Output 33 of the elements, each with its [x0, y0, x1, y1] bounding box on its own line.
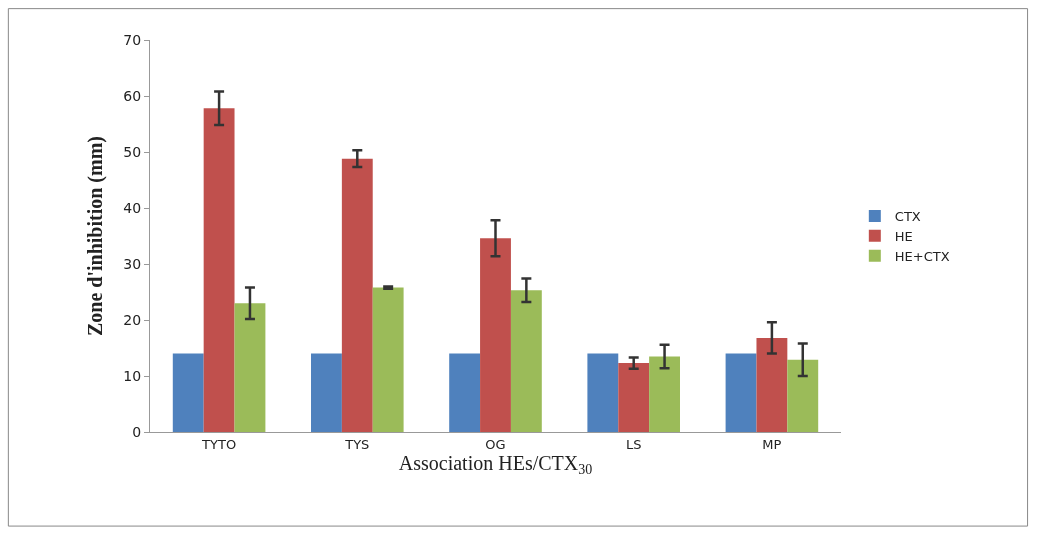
y-axis-title: Zone d'inhibition (mm)	[83, 135, 107, 337]
bar	[649, 356, 680, 432]
bar	[756, 337, 788, 432]
y-tick-label: 0	[132, 423, 142, 440]
x-tick-label: LS	[625, 436, 642, 452]
legend-label: HE+CTX	[894, 248, 950, 264]
y-tick-label: 30	[123, 255, 142, 272]
bar	[341, 158, 373, 432]
y-tick-label: 50	[123, 143, 142, 160]
legend-label: HE	[894, 228, 913, 244]
x-axis-title: Association HEs/CTX$_{30}$	[398, 451, 593, 477]
bar	[787, 359, 819, 432]
y-tick-label: 10	[123, 367, 142, 384]
bar	[725, 353, 757, 432]
bar	[172, 353, 204, 432]
bar	[311, 353, 342, 432]
x-tick-label: TYTO	[201, 436, 237, 452]
x-tick-label: OG	[485, 436, 506, 452]
bar	[510, 290, 542, 432]
bar	[618, 363, 650, 432]
bar	[203, 108, 235, 432]
bar	[449, 353, 481, 432]
y-tick-label: 20	[123, 311, 142, 328]
bar	[480, 238, 511, 432]
y-tick-label: 60	[123, 87, 142, 104]
y-tick-label: 40	[123, 199, 142, 216]
x-tick-label: MP	[762, 436, 782, 452]
x-tick-label: TYS	[344, 436, 370, 452]
bar	[234, 303, 266, 432]
y-tick-label: 70	[123, 31, 142, 48]
legend-label: CTX	[894, 209, 921, 225]
bar	[372, 287, 404, 432]
bar	[587, 353, 619, 432]
